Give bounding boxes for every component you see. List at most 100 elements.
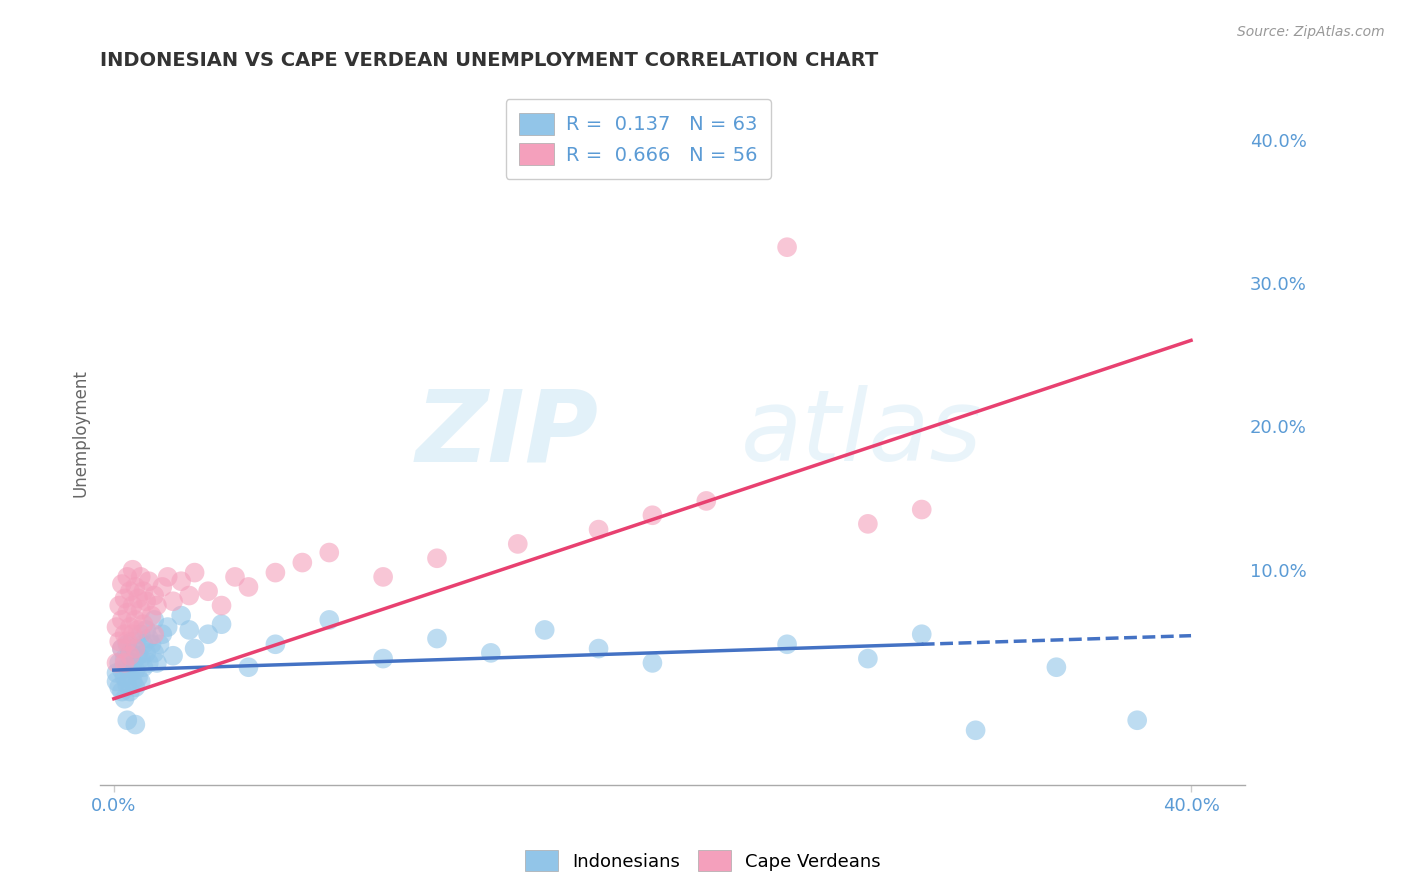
Point [132,660,155,674]
Point [138,632,160,646]
Point [238,580,260,594]
Point [114,691,136,706]
Point [776,240,799,254]
Point [156,620,179,634]
Point [135,594,157,608]
Point [105,665,128,680]
Point [211,617,233,632]
Point [129,603,152,617]
Point [135,623,157,637]
Point [911,502,934,516]
Point [856,651,879,665]
Point [141,608,163,623]
Point [111,684,134,698]
Point [121,563,143,577]
Point [124,613,146,627]
Point [132,637,155,651]
Point [170,574,193,589]
Point [124,717,146,731]
Point [124,641,146,656]
Point [162,594,184,608]
Point [183,641,205,656]
Text: atlas: atlas [741,385,983,482]
Point [150,580,173,594]
Point [1126,713,1149,727]
Point [264,566,287,580]
Point [114,670,136,684]
Point [124,580,146,594]
Legend: R =  0.137   N = 63, R =  0.666   N = 56: R = 0.137 N = 63, R = 0.666 N = 56 [506,99,770,179]
Point [426,632,449,646]
Point [197,627,219,641]
Point [143,589,166,603]
Point [143,627,166,641]
Point [911,627,934,641]
Point [118,648,141,663]
Point [162,648,184,663]
Point [179,589,201,603]
Point [318,613,340,627]
Point [264,637,287,651]
Point [170,608,193,623]
Point [641,656,664,670]
Point [118,584,141,599]
Point [479,646,502,660]
Point [146,656,169,670]
Point [118,684,141,698]
Point [150,627,173,641]
Point [1045,660,1067,674]
Point [533,623,555,637]
Point [224,570,246,584]
Legend: Indonesians, Cape Verdeans: Indonesians, Cape Verdeans [517,843,889,879]
Point [141,637,163,651]
Point [695,494,717,508]
Point [117,713,139,727]
Point [588,523,610,537]
Point [211,599,233,613]
Point [135,646,157,660]
Point [121,674,143,689]
Point [129,651,152,665]
Point [114,656,136,670]
Point [114,591,136,606]
Point [132,617,155,632]
Point [111,641,134,656]
Point [108,634,131,648]
Point [105,656,128,670]
Point [291,556,314,570]
Point [179,623,201,637]
Point [111,577,134,591]
Y-axis label: Unemployment: Unemployment [72,369,89,498]
Point [108,680,131,694]
Point [127,670,149,684]
Point [127,648,149,663]
Point [108,656,131,670]
Point [129,627,152,641]
Text: Source: ZipAtlas.com: Source: ZipAtlas.com [1237,25,1385,39]
Point [197,584,219,599]
Point [143,646,166,660]
Point [183,566,205,580]
Point [117,637,139,651]
Point [588,641,610,656]
Point [641,508,664,523]
Point [121,599,143,613]
Point [117,677,139,691]
Point [117,606,139,620]
Point [138,574,160,589]
Point [117,570,139,584]
Point [143,613,166,627]
Point [318,545,340,559]
Point [132,584,155,599]
Point [124,641,146,656]
Point [121,656,143,670]
Point [371,570,394,584]
Point [114,627,136,641]
Point [965,723,987,738]
Point [856,516,879,531]
Point [776,637,799,651]
Point [129,570,152,584]
Point [108,599,131,613]
Point [111,613,134,627]
Point [121,627,143,641]
